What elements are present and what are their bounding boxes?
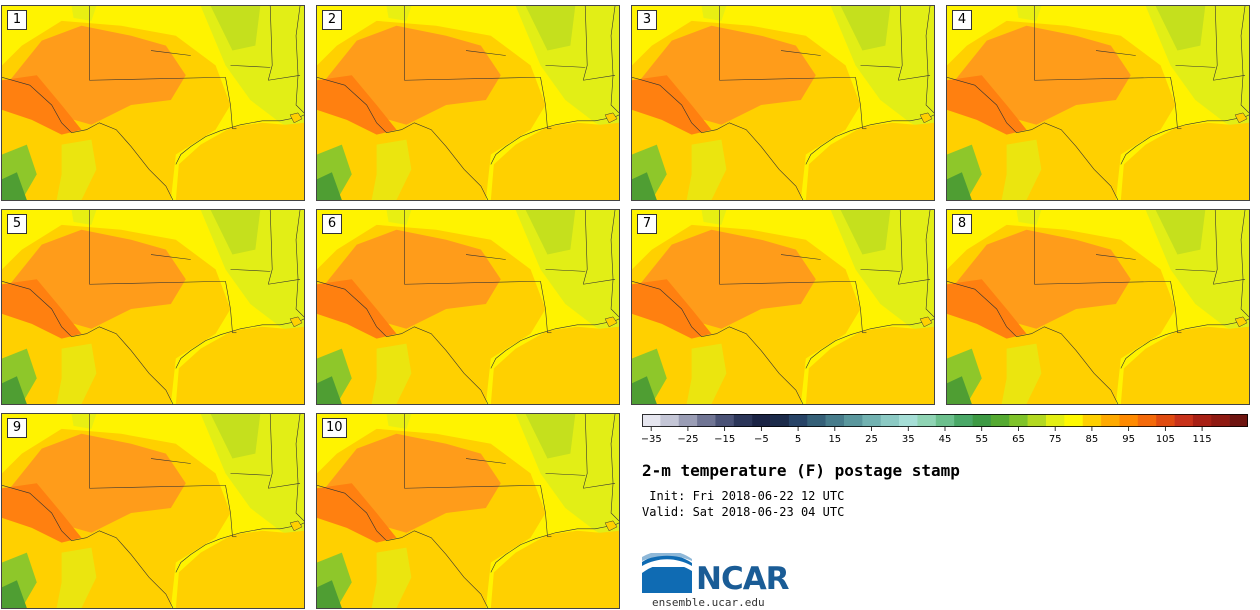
colorbar-swatch	[1046, 414, 1065, 427]
valid-time: Valid: Sat 2018-06-23 04 UTC	[642, 505, 845, 519]
colorbar-swatch	[752, 414, 771, 427]
member-map-8: 8	[946, 209, 1250, 405]
colorbar-swatch	[972, 414, 992, 427]
colorbar-tick-label: −35	[642, 434, 662, 444]
colorbar-swatch	[1192, 414, 1212, 427]
member-map-4: 4	[946, 5, 1250, 201]
colorbar-swatch	[844, 414, 863, 427]
colorbar-tick-label: 5	[795, 434, 801, 444]
member-number: 2	[322, 10, 342, 30]
colorbar-swatch	[1101, 414, 1120, 427]
member-map-1: 1	[1, 5, 305, 201]
colorbar-swatch	[1156, 414, 1175, 427]
member-map-7: 7	[631, 209, 935, 405]
colorbar-tick-label: 45	[939, 434, 952, 444]
member-number: 10	[322, 418, 347, 438]
member-number: 6	[322, 214, 342, 234]
member-map-3: 3	[631, 5, 935, 201]
member-number: 4	[952, 10, 972, 30]
colorbar-tick-label: 115	[1193, 434, 1212, 444]
colorbar-swatch	[1174, 414, 1194, 427]
colorbar-swatch	[954, 414, 973, 427]
member-number: 9	[7, 418, 27, 438]
colorbar-swatch	[1211, 414, 1230, 427]
colorbar-swatch	[660, 414, 680, 427]
colorbar-swatch	[899, 414, 918, 427]
colorbar-swatch	[862, 414, 882, 427]
init-time: Init: Fri 2018-06-22 12 UTC	[642, 489, 845, 503]
colorbar-tick-label: 35	[902, 434, 915, 444]
ensemble-url: ensemble.ucar.edu	[652, 596, 765, 609]
member-number: 8	[952, 214, 972, 234]
member-map-2: 2	[316, 5, 620, 201]
colorbar-tick-label: 75	[1049, 434, 1062, 444]
colorbar-tick-label: 55	[975, 434, 988, 444]
colorbar-swatch	[697, 414, 716, 427]
colorbar-tick-label: 95	[1122, 434, 1135, 444]
colorbar-swatch	[807, 414, 826, 427]
colorbar-swatch	[1064, 414, 1084, 427]
colorbar-tick-label: −15	[714, 434, 735, 444]
ncar-logo-text: NCAR	[696, 561, 790, 597]
member-number: 3	[637, 10, 657, 30]
colorbar-swatch	[788, 414, 808, 427]
colorbar-swatch	[1009, 414, 1028, 427]
colorbar-swatch	[917, 414, 937, 427]
colorbar-swatch	[715, 414, 735, 427]
colorbar-tick-label: −25	[677, 434, 698, 444]
colorbar-tick-label: 25	[865, 434, 878, 444]
member-map-10: 10	[316, 413, 620, 609]
figure-title: 2-m temperature (F) postage stamp	[642, 461, 960, 480]
colorbar-swatch	[880, 414, 900, 427]
colorbar-swatch	[1082, 414, 1102, 427]
colorbar-tick-label: −5	[754, 434, 769, 444]
colorbar-swatch	[1229, 414, 1248, 427]
member-number: 7	[637, 214, 657, 234]
colorbar-swatch	[642, 414, 661, 427]
colorbar-tick-label: 105	[1156, 434, 1175, 444]
member-map-9: 9	[1, 413, 305, 609]
ncar-logo-icon	[642, 553, 692, 593]
colorbar-tick-label: 15	[828, 434, 841, 444]
member-map-6: 6	[316, 209, 620, 405]
member-number: 5	[7, 214, 27, 234]
colorbar-swatch	[1137, 414, 1157, 427]
colorbar-swatch	[678, 414, 698, 427]
member-map-5: 5	[1, 209, 305, 405]
colorbar-tick-label: 65	[1012, 434, 1025, 444]
colorbar-swatch	[990, 414, 1010, 427]
member-number: 1	[7, 10, 27, 30]
colorbar-swatch	[825, 414, 845, 427]
temperature-colorbar: −35 −25 −15 −5 5 15 25 35 45 55 65 75 85 95 105 115	[642, 414, 1248, 444]
colorbar-swatch	[1119, 414, 1139, 427]
colorbar-swatch	[733, 414, 753, 427]
colorbar-tick-label: 85	[1086, 434, 1099, 444]
colorbar-swatch	[1027, 414, 1047, 427]
colorbar-swatch	[935, 414, 955, 427]
colorbar-swatch	[770, 414, 790, 427]
